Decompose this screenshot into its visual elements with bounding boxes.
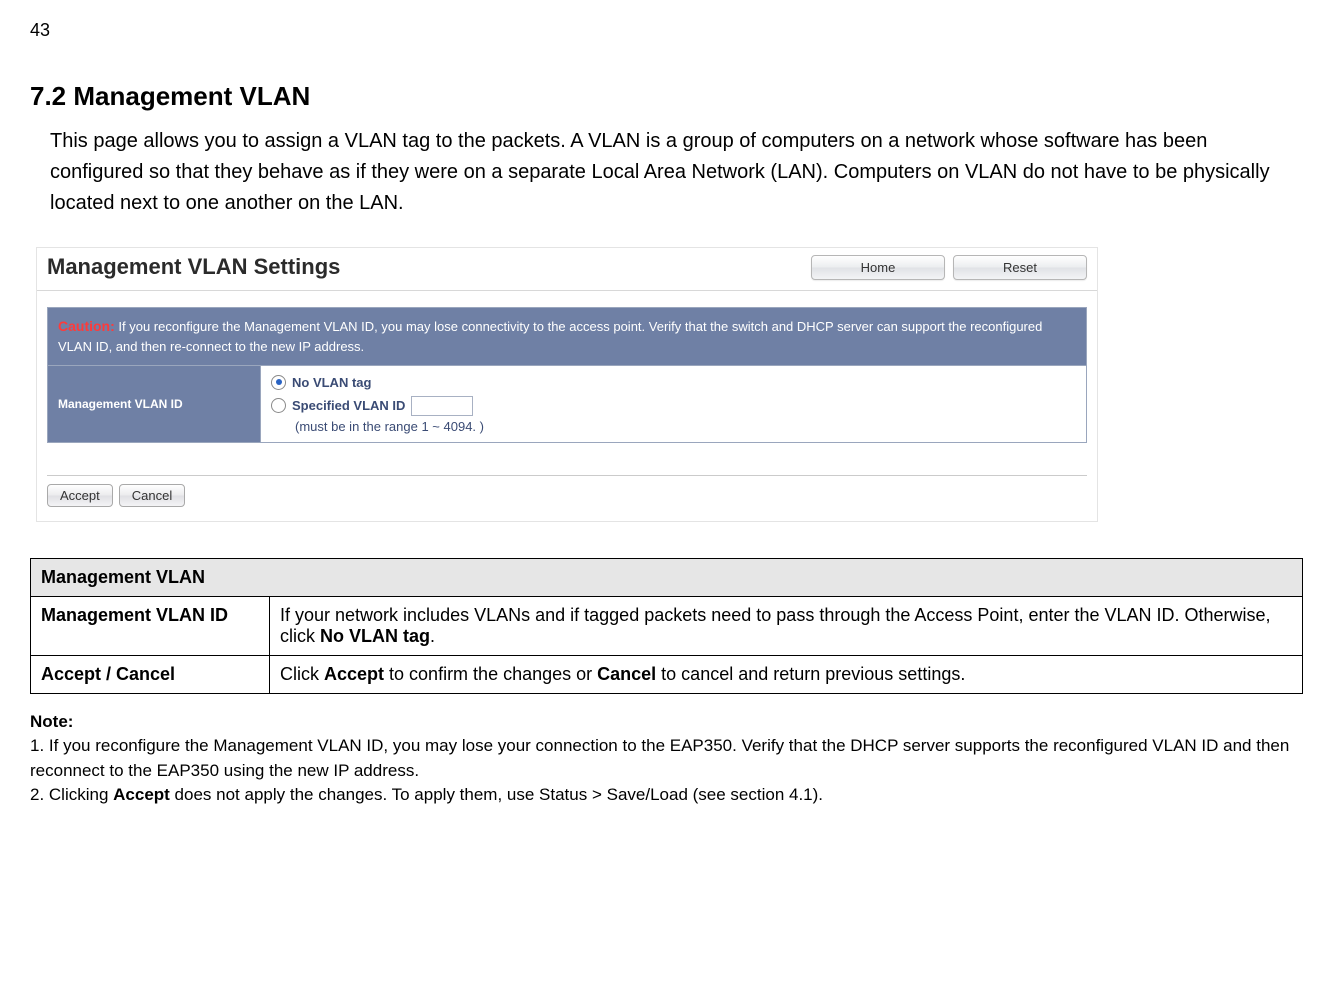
caution-banner: Caution: If you reconfigure the Manageme… [47, 307, 1087, 365]
description-table: Management VLAN Management VLAN ID If yo… [30, 558, 1303, 694]
radio-unselected-icon [271, 398, 286, 413]
row2-text-b: to confirm the changes or [384, 664, 597, 684]
vlan-row: Management VLAN ID No VLAN tag Specified… [47, 365, 1087, 443]
caution-text: If you reconfigure the Management VLAN I… [58, 319, 1042, 354]
accept-button[interactable]: Accept [47, 484, 113, 507]
option-no-vlan-tag[interactable]: No VLAN tag [271, 372, 1076, 393]
screenshot-header: Management VLAN Settings Home Reset [37, 248, 1097, 291]
section-heading: 7.2 Management VLAN [30, 81, 1303, 112]
divider [47, 475, 1087, 476]
table-row: Accept / Cancel Click Accept to confirm … [31, 655, 1303, 693]
intro-paragraph: This page allows you to assign a VLAN ta… [50, 126, 1303, 219]
note2-text-b: does not apply the changes. To apply the… [170, 785, 823, 804]
note2-bold: Accept [113, 785, 170, 804]
vlan-row-options: No VLAN tag Specified VLAN ID (must be i… [261, 366, 1086, 442]
note-label: Note: [30, 710, 1303, 735]
vlan-range-hint: (must be in the range 1 ~ 4094. ) [271, 419, 1076, 434]
note-block: Note: 1. If you reconfigure the Manageme… [30, 710, 1303, 809]
screenshot-title: Management VLAN Settings [47, 254, 340, 280]
caution-label: Caution: [58, 318, 115, 334]
vlan-row-label: Management VLAN ID [48, 366, 261, 442]
page-number: 43 [30, 20, 1303, 41]
row2-bold2: Cancel [597, 664, 656, 684]
row2-label: Accept / Cancel [31, 655, 270, 693]
row1-label: Management VLAN ID [31, 596, 270, 655]
row2-bold1: Accept [324, 664, 384, 684]
row2-desc: Click Accept to confirm the changes or C… [270, 655, 1303, 693]
row2-text-a: Click [280, 664, 324, 684]
home-button[interactable]: Home [811, 255, 945, 280]
reset-button[interactable]: Reset [953, 255, 1087, 280]
cancel-button[interactable]: Cancel [119, 484, 185, 507]
action-button-row: Accept Cancel [47, 484, 1087, 507]
top-button-group: Home Reset [811, 255, 1087, 280]
vlan-id-input[interactable] [411, 396, 473, 416]
table-row: Management VLAN ID If your network inclu… [31, 596, 1303, 655]
row1-desc: If your network includes VLANs and if ta… [270, 596, 1303, 655]
note-line-1: 1. If you reconfigure the Management VLA… [30, 734, 1303, 783]
row2-text-c: to cancel and return previous settings. [656, 664, 965, 684]
row1-bold: No VLAN tag [320, 626, 430, 646]
settings-screenshot: Management VLAN Settings Home Reset Caut… [36, 247, 1098, 522]
table-header: Management VLAN [31, 558, 1303, 596]
radio-selected-icon [271, 375, 286, 390]
option-no-vlan-tag-label: No VLAN tag [292, 375, 371, 390]
row1-text-tail: . [430, 626, 435, 646]
option-specified-vlan-label: Specified VLAN ID [292, 398, 405, 413]
option-specified-vlan[interactable]: Specified VLAN ID [271, 393, 1076, 419]
note2-text-a: 2. Clicking [30, 785, 113, 804]
note-line-2: 2. Clicking Accept does not apply the ch… [30, 783, 1303, 808]
